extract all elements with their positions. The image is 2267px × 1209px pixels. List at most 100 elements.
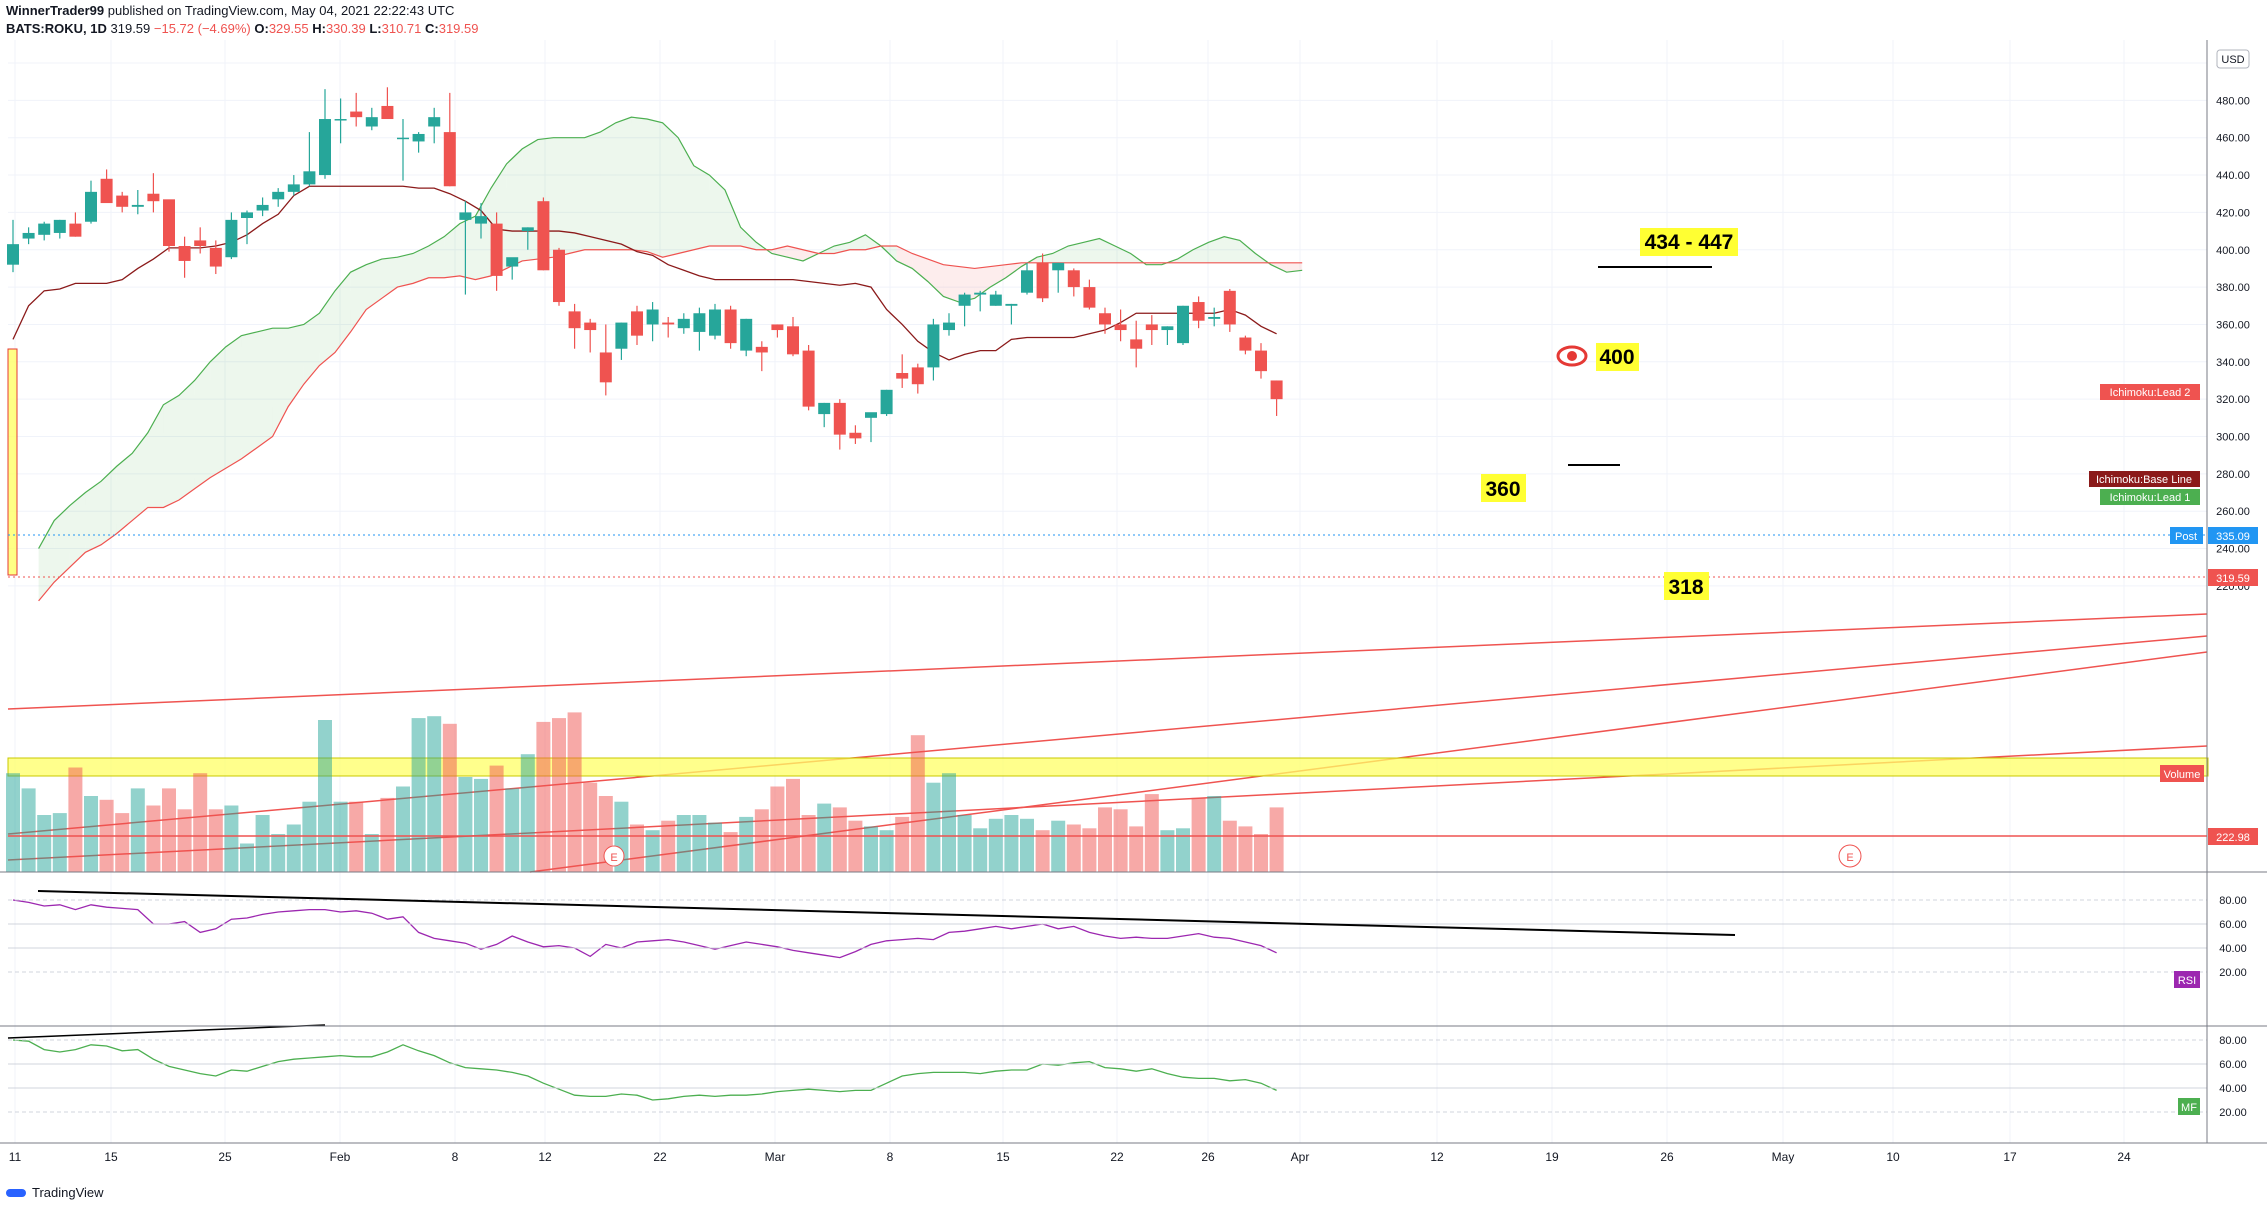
time-tick-label: 11 bbox=[9, 1150, 22, 1164]
candle bbox=[631, 305, 643, 345]
candle bbox=[865, 412, 877, 443]
candle bbox=[662, 316, 675, 338]
candle bbox=[1052, 262, 1065, 293]
candle-body bbox=[147, 193, 160, 202]
volume-bar bbox=[926, 782, 941, 872]
earnings-marker-2[interactable]: E bbox=[1838, 844, 1862, 868]
candle-body bbox=[553, 249, 565, 303]
volume-bar bbox=[286, 824, 301, 872]
candle-body bbox=[428, 117, 441, 127]
annotation-400[interactable]: 400 bbox=[1596, 343, 1639, 371]
brand-name: TradingView bbox=[32, 1185, 104, 1200]
volume-bar bbox=[864, 826, 878, 872]
cloud-segment bbox=[865, 234, 881, 250]
cloud-segment bbox=[1052, 246, 1069, 263]
cloud-segment bbox=[1068, 242, 1084, 263]
candle-body bbox=[693, 313, 706, 332]
rsi-tick-label: 40.00 bbox=[2219, 943, 2247, 955]
volume-bar bbox=[708, 822, 722, 872]
price-tick-label: 360.00 bbox=[2216, 319, 2250, 331]
ichimoku-lead1-line bbox=[38, 116, 1303, 549]
candle bbox=[646, 302, 659, 342]
volume-bar bbox=[52, 813, 67, 872]
candle bbox=[116, 191, 129, 213]
cloud-segment bbox=[569, 137, 585, 254]
candle-body bbox=[397, 137, 409, 140]
candle bbox=[958, 292, 971, 327]
candle bbox=[927, 318, 940, 381]
candle-body bbox=[1223, 290, 1236, 325]
cloud-segment bbox=[974, 266, 991, 299]
candle bbox=[381, 87, 394, 120]
volume-bar bbox=[1066, 824, 1081, 872]
annotation-434-447[interactable]: 434 - 447 bbox=[1640, 228, 1738, 256]
symbol-label: BATS:ROKU, 1D bbox=[6, 21, 107, 36]
volume-bar bbox=[942, 773, 956, 872]
svg-text:Volume: Volume bbox=[2164, 769, 2201, 781]
volume-bar bbox=[739, 816, 754, 872]
volume-bar bbox=[1098, 807, 1112, 872]
candle-body bbox=[443, 132, 456, 187]
candle-body bbox=[1114, 324, 1127, 331]
earnings-marker-1[interactable]: E bbox=[603, 845, 625, 867]
candle-body bbox=[521, 227, 534, 232]
price-tick-label: 440.00 bbox=[2216, 170, 2250, 182]
svg-text:360: 360 bbox=[1485, 478, 1520, 501]
rsi-line bbox=[12, 899, 1277, 959]
volume-bar bbox=[458, 777, 473, 872]
volume-bar bbox=[380, 797, 395, 872]
candle-body bbox=[599, 352, 612, 383]
price-tick-label: 240.00 bbox=[2216, 544, 2250, 556]
volume-bar bbox=[396, 786, 410, 872]
volume-bar bbox=[848, 820, 863, 872]
trendline-2 bbox=[7, 635, 2208, 835]
publisher-name[interactable]: WinnerTrader99 bbox=[6, 3, 105, 18]
candle bbox=[693, 307, 706, 351]
candle-body bbox=[1239, 337, 1252, 351]
eye-icon bbox=[1556, 345, 1588, 367]
candle-body bbox=[178, 246, 191, 261]
left-highlight-box bbox=[7, 348, 18, 576]
candle-body bbox=[303, 171, 316, 185]
cloud-segment bbox=[1037, 253, 1053, 263]
volume-bar bbox=[895, 816, 910, 872]
price-tick-label: 320.00 bbox=[2216, 394, 2250, 406]
ichimoku-base-line bbox=[12, 185, 1277, 361]
candle-body bbox=[350, 111, 363, 118]
candle-body bbox=[880, 389, 893, 415]
close-value: 319.59 bbox=[438, 21, 479, 36]
tradingview-footer[interactable]: TradingView bbox=[6, 1185, 104, 1200]
currency-label[interactable]: USD bbox=[2216, 49, 2250, 69]
candle-body bbox=[989, 294, 1002, 306]
low-label: L: bbox=[369, 21, 382, 36]
annotation-318[interactable]: 318 bbox=[1664, 572, 1709, 600]
svg-text:USD: USD bbox=[2221, 54, 2244, 66]
high-label: H: bbox=[312, 21, 326, 36]
cloud-segment bbox=[101, 466, 117, 545]
cloud-segment bbox=[849, 234, 866, 250]
volume-bar bbox=[520, 754, 535, 872]
cloud-segment bbox=[257, 328, 273, 448]
chart-canvas[interactable]: 434 - 447 400 360 318 E E 500.00480.0046… bbox=[0, 0, 2267, 1180]
volume-bar bbox=[37, 815, 52, 872]
candle bbox=[787, 316, 799, 357]
price-tick-label: 400.00 bbox=[2216, 245, 2250, 257]
candle-body bbox=[740, 318, 753, 351]
axes: 500.00480.00460.00440.00420.00400.00380.… bbox=[9, 58, 2250, 1164]
volume-bar bbox=[505, 788, 520, 872]
candle-body bbox=[865, 412, 877, 418]
cloud-segment bbox=[943, 264, 959, 303]
candle bbox=[365, 107, 378, 131]
candle bbox=[256, 197, 269, 217]
time-tick-label: Mar bbox=[765, 1150, 786, 1164]
cloud-segment bbox=[350, 264, 367, 332]
candle bbox=[1036, 253, 1049, 303]
candle bbox=[568, 303, 581, 349]
cloud-segment bbox=[444, 223, 460, 278]
cloud-segment bbox=[1239, 240, 1256, 263]
cloud-segment bbox=[740, 227, 757, 250]
candle-body bbox=[1177, 305, 1189, 344]
candle bbox=[553, 247, 565, 306]
annotation-360[interactable]: 360 bbox=[1481, 474, 1526, 502]
candle bbox=[209, 240, 222, 275]
